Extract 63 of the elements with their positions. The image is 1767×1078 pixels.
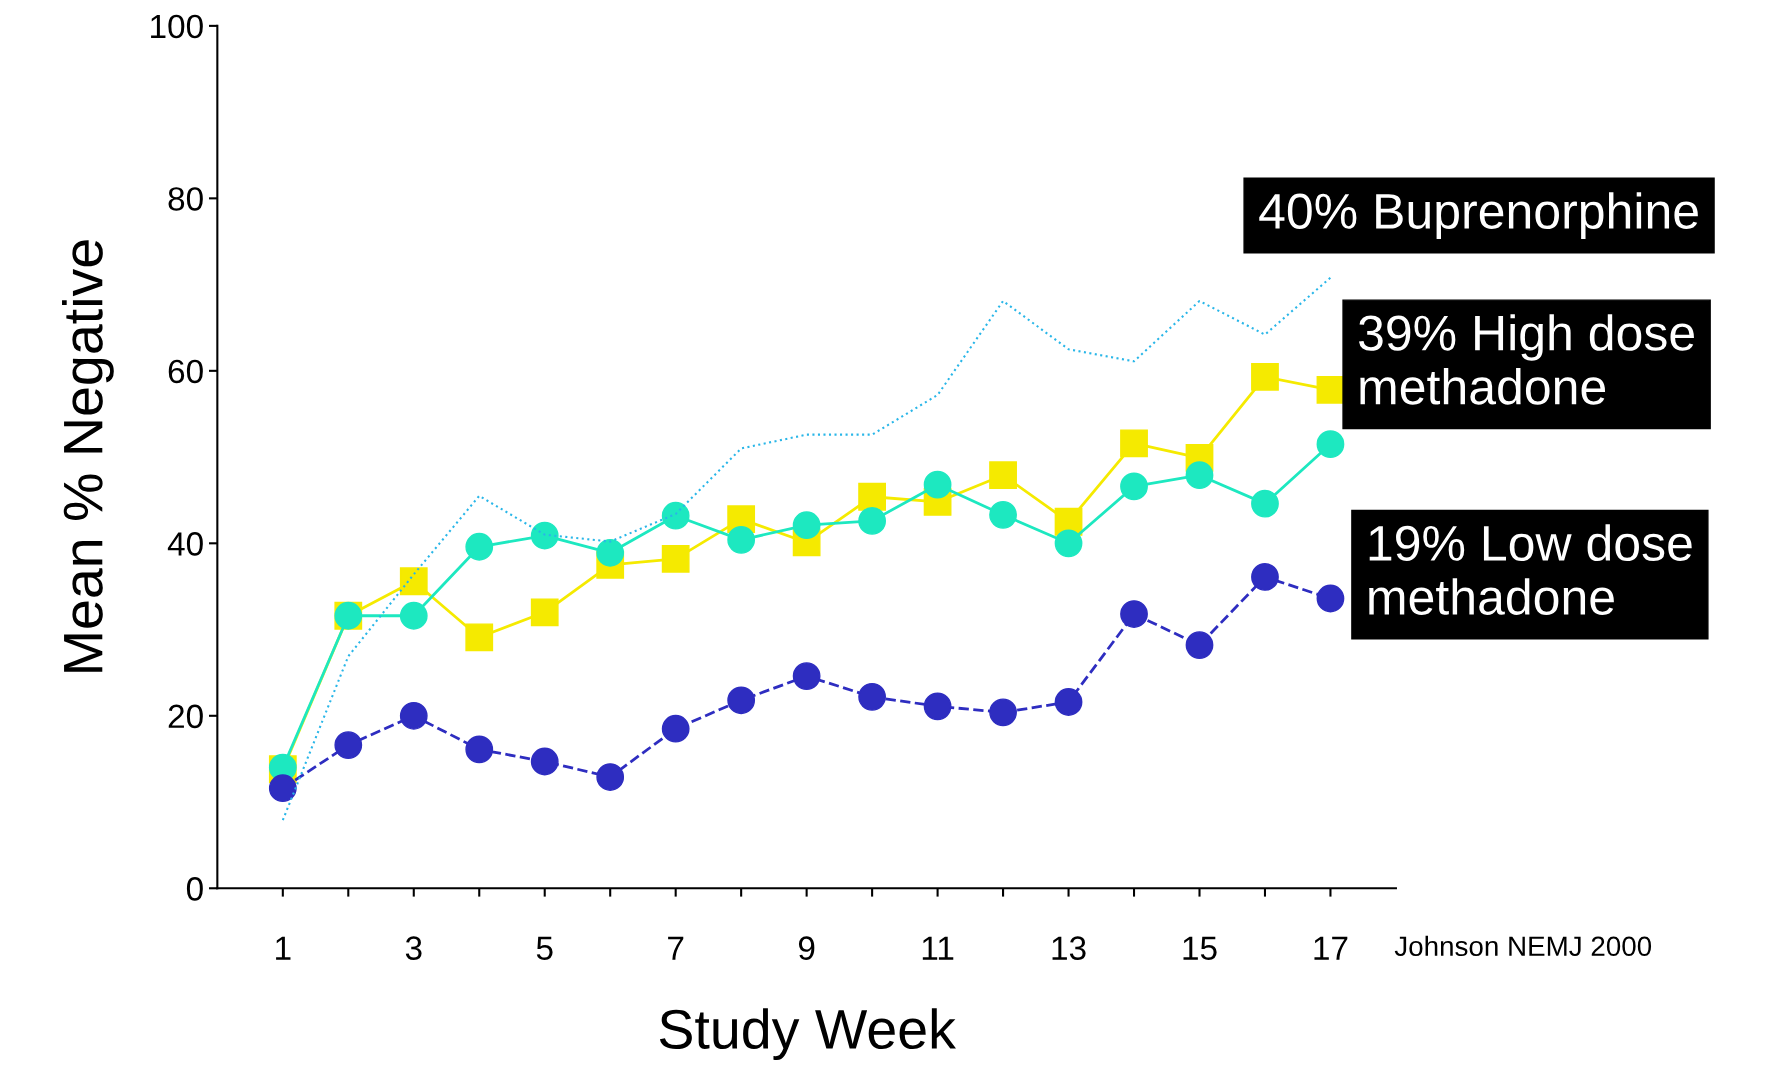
point: [1251, 362, 1279, 391]
point: [268, 774, 297, 803]
point: [727, 686, 756, 715]
line-series: [281, 276, 1332, 822]
y-tick-label: 20: [168, 704, 203, 729]
annotation: 40% Buprenorphine: [1259, 192, 1698, 239]
y-tick-label: 80: [168, 187, 203, 211]
point: [334, 731, 363, 760]
point: [923, 470, 952, 499]
point: [989, 698, 1017, 727]
x-axis-title: Study Week: [659, 1008, 956, 1061]
point: [530, 598, 559, 627]
point: [1251, 489, 1279, 518]
point: [596, 538, 625, 567]
point: [465, 735, 494, 764]
x-tick-label: 1: [276, 936, 291, 960]
text: Johnson NEMJ 2000: [1394, 935, 1652, 957]
point: [596, 763, 625, 791]
point: [792, 662, 821, 691]
point: [661, 544, 690, 573]
y-tick-label: 100: [151, 14, 203, 39]
point: [989, 461, 1017, 490]
y-tick-label: 40: [167, 532, 203, 556]
y-tick-label: 60: [168, 359, 203, 384]
point: [989, 500, 1017, 529]
point: [465, 532, 494, 561]
point: [530, 521, 559, 550]
x-tick-label: 5: [536, 936, 553, 960]
point: [1251, 563, 1279, 591]
point: [1185, 631, 1214, 659]
point: [661, 714, 690, 743]
x-tick-label: 7: [668, 936, 684, 960]
x-tick-label: 9: [798, 936, 815, 960]
annotation: 39% High dose methadone: [1358, 314, 1694, 405]
y-tick-label: 0: [186, 877, 203, 901]
x-tick-label: 13: [1052, 936, 1086, 960]
x-tick-label: 3: [405, 936, 422, 960]
x-tick-label: 17: [1314, 936, 1348, 960]
point: [1120, 472, 1148, 501]
point: [1054, 529, 1083, 558]
x-tick-label: 15: [1183, 936, 1217, 960]
point: [727, 525, 756, 554]
point: [1120, 429, 1148, 458]
point: [1054, 688, 1083, 716]
point: [858, 682, 887, 711]
point: [792, 511, 821, 540]
point: [465, 623, 494, 652]
point: [858, 506, 887, 535]
annotation: 19% Low dose methadone: [1369, 524, 1692, 615]
point: [1316, 430, 1345, 459]
point: [1120, 600, 1148, 628]
point: [399, 701, 428, 730]
point: [530, 747, 559, 776]
point: [1185, 461, 1214, 490]
point: [661, 501, 690, 530]
y-axis-title: Mean % Negative: [62, 240, 114, 672]
point: [858, 482, 887, 511]
point: [399, 567, 428, 596]
x-tick-label: 11: [922, 936, 954, 960]
point: [399, 601, 428, 630]
point: [923, 692, 952, 721]
point: [1316, 584, 1345, 613]
point: [1316, 375, 1345, 404]
